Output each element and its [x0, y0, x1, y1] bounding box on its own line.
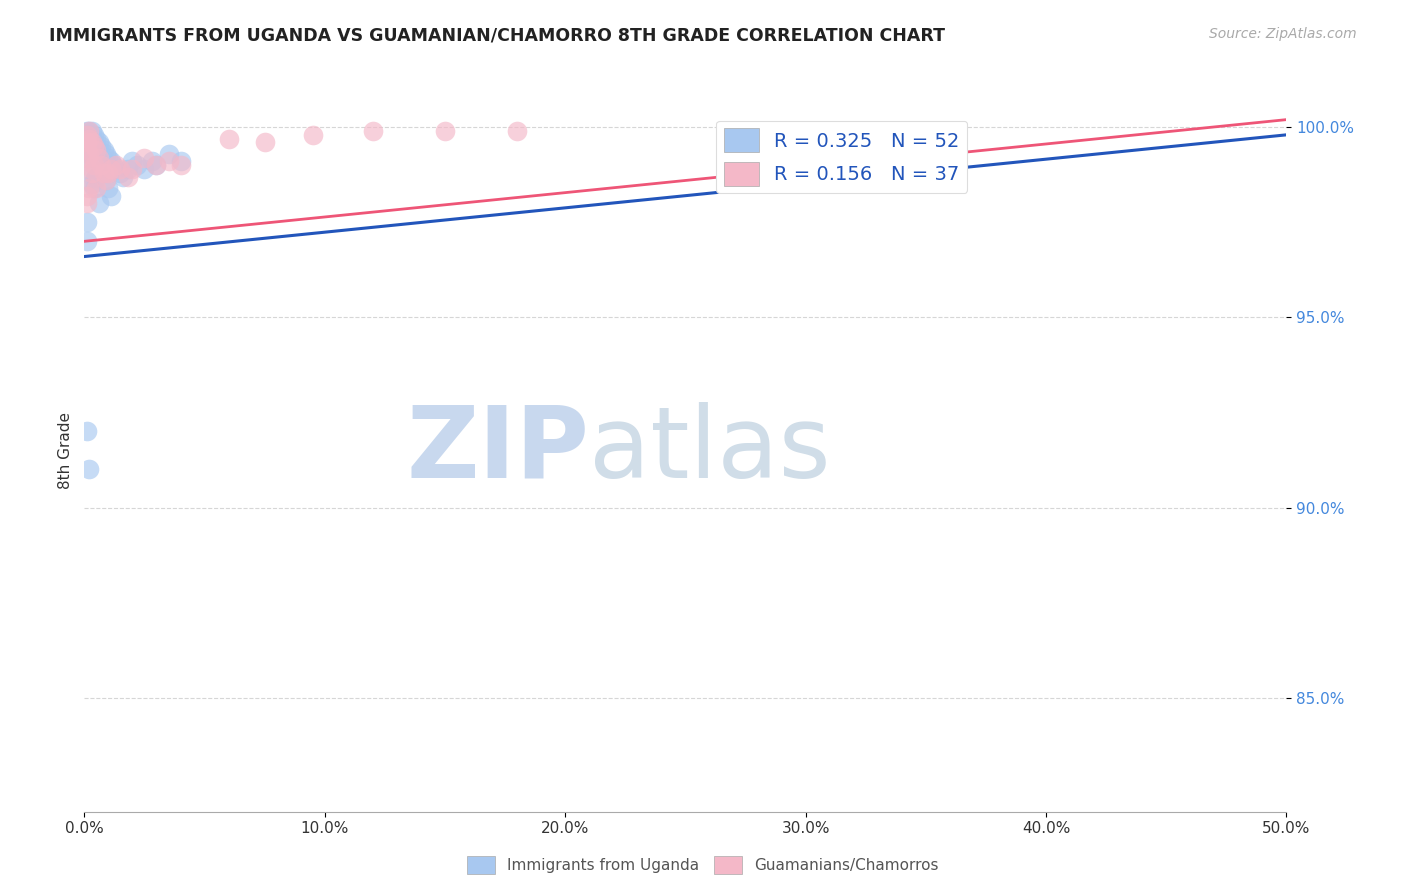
Point	[77, 146, 100, 161]
Text: IMMIGRANTS FROM UGANDA VS GUAMANIAN/CHAMORRO 8TH GRADE CORRELATION CHART: IMMIGRANTS FROM UGANDA VS GUAMANIAN/CHAM…	[49, 27, 945, 45]
Point	[87, 143, 110, 157]
Y-axis label: 8th Grade: 8th Grade	[58, 412, 73, 489]
Point	[111, 169, 134, 184]
Point	[104, 158, 127, 172]
Point	[86, 169, 108, 184]
Point	[76, 143, 98, 157]
Point	[134, 151, 156, 165]
Point	[90, 139, 112, 153]
Point	[93, 166, 115, 180]
Point	[86, 143, 108, 157]
Point	[76, 124, 98, 138]
Legend: R = 0.325   N = 52, R = 0.156   N = 37: R = 0.325 N = 52, R = 0.156 N = 37	[716, 120, 967, 194]
Point	[77, 131, 100, 145]
Point	[83, 128, 105, 142]
Point	[93, 166, 115, 180]
Point	[76, 131, 98, 145]
Point	[83, 136, 105, 150]
Point	[218, 131, 240, 145]
Text: Source: ZipAtlas.com: Source: ZipAtlas.com	[1209, 27, 1357, 41]
Point	[76, 128, 98, 142]
Point	[100, 154, 122, 169]
Point	[77, 146, 100, 161]
Point	[76, 196, 98, 211]
Point	[94, 146, 117, 161]
Point	[80, 162, 103, 177]
Point	[87, 151, 110, 165]
Point	[77, 181, 100, 195]
Point	[103, 158, 125, 172]
Point	[94, 173, 117, 187]
Point	[97, 166, 120, 180]
Point	[361, 124, 384, 138]
Point	[127, 158, 149, 172]
Point	[157, 146, 180, 161]
Point	[80, 139, 103, 153]
Point	[145, 158, 167, 172]
Point	[301, 128, 323, 142]
Point	[506, 124, 529, 138]
Point	[253, 136, 276, 150]
Point	[93, 143, 115, 157]
Point	[87, 136, 110, 150]
Point	[80, 136, 103, 150]
Point	[80, 166, 103, 180]
Text: ZIP: ZIP	[406, 402, 589, 499]
Point	[76, 151, 98, 165]
Point	[121, 162, 143, 177]
Point	[121, 154, 143, 169]
Point	[80, 124, 103, 138]
Point	[145, 158, 167, 172]
Point	[83, 158, 105, 172]
Point	[83, 139, 105, 153]
Point	[90, 158, 112, 172]
Point	[86, 139, 108, 153]
Text: atlas: atlas	[589, 402, 831, 499]
Point	[76, 151, 98, 165]
Point	[157, 154, 180, 169]
Point	[83, 181, 105, 195]
Point	[76, 425, 98, 439]
Point	[94, 173, 117, 187]
Point	[169, 154, 191, 169]
Point	[117, 162, 139, 177]
Point	[110, 166, 132, 180]
Point	[77, 139, 100, 153]
Point	[134, 162, 156, 177]
Point	[80, 178, 103, 192]
Point	[80, 166, 103, 180]
Point	[76, 188, 98, 202]
Point	[117, 169, 139, 184]
Point	[141, 154, 163, 169]
Point	[110, 162, 132, 177]
Point	[76, 136, 98, 150]
Point	[76, 136, 98, 150]
Point	[80, 131, 103, 145]
Point	[86, 181, 108, 195]
Point	[86, 131, 108, 145]
Point	[169, 158, 191, 172]
Point	[87, 196, 110, 211]
Point	[76, 128, 98, 142]
Point	[100, 162, 122, 177]
Point	[83, 173, 105, 187]
Point	[76, 143, 98, 157]
Point	[77, 128, 100, 142]
Point	[90, 158, 112, 172]
Point	[76, 215, 98, 229]
Point	[104, 162, 127, 177]
Point	[77, 124, 100, 138]
Point	[77, 131, 100, 145]
Point	[434, 124, 457, 138]
Point	[77, 124, 100, 138]
Point	[97, 151, 120, 165]
Point	[100, 188, 122, 202]
Point	[76, 235, 98, 249]
Legend: Immigrants from Uganda, Guamanians/Chamorros: Immigrants from Uganda, Guamanians/Chamo…	[461, 850, 945, 880]
Point	[77, 462, 100, 476]
Point	[97, 181, 120, 195]
